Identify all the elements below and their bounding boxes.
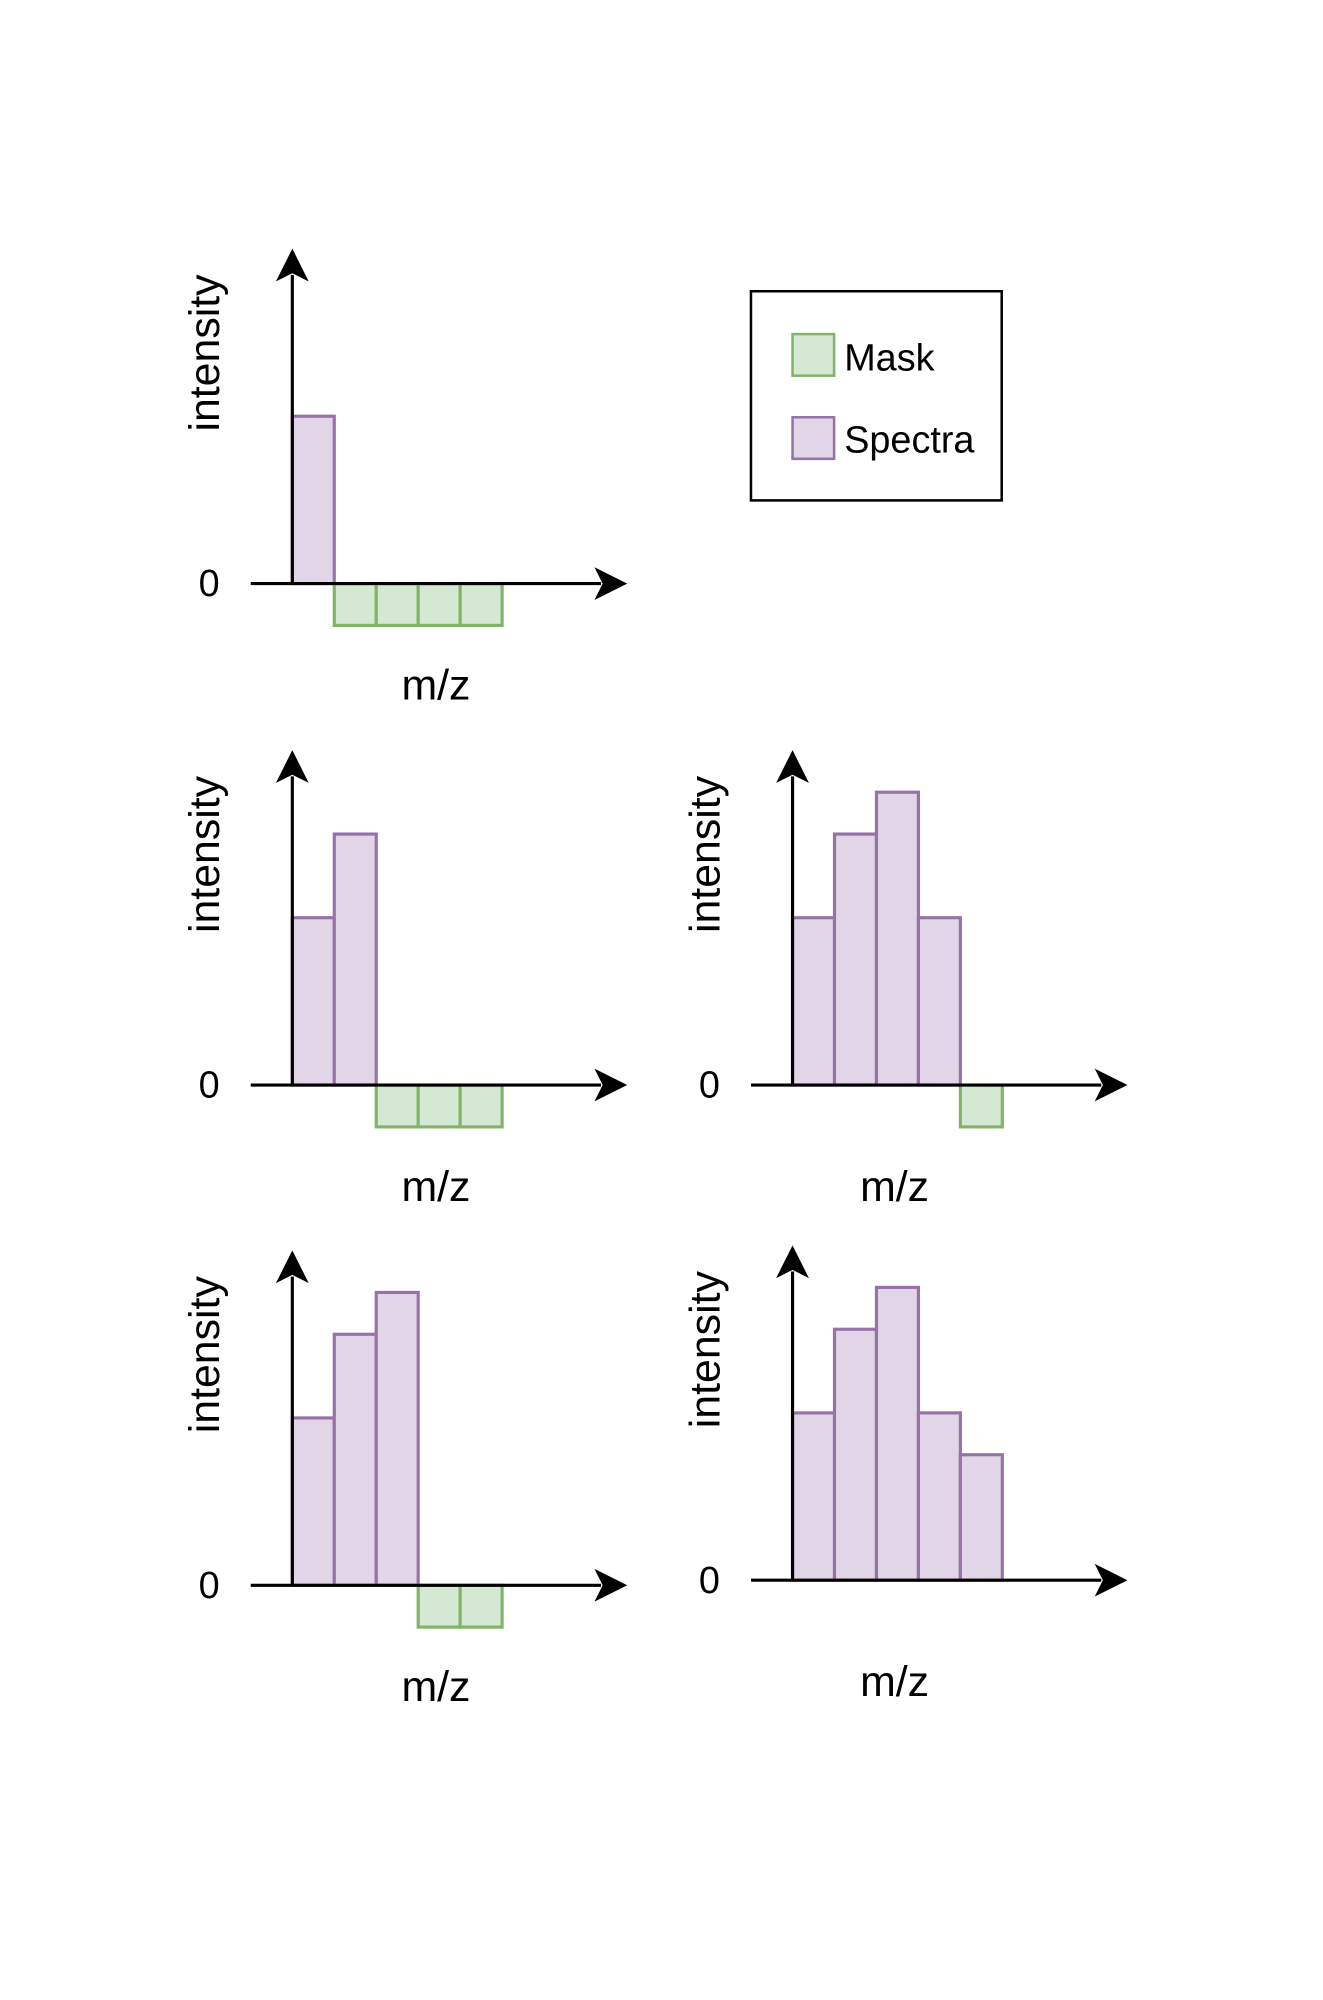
x-axis-label: m/z bbox=[401, 661, 470, 709]
spectra-bar bbox=[374, 1290, 420, 1587]
mask-bar bbox=[416, 1083, 462, 1129]
spectra-bar bbox=[332, 1332, 378, 1587]
spectra-bar bbox=[874, 790, 920, 1087]
spectra-bar bbox=[832, 1327, 879, 1582]
zero-label: 0 bbox=[199, 563, 220, 605]
mask-bar bbox=[458, 581, 504, 627]
mask-bar bbox=[458, 1083, 504, 1129]
legend-label-mask: Mask bbox=[844, 338, 934, 380]
spectra-bar bbox=[832, 832, 879, 1087]
y-axis-label: intensity bbox=[181, 274, 229, 432]
mask-bar bbox=[958, 1083, 1004, 1129]
panel-5: 0 m/z intensity bbox=[681, 1245, 1128, 1706]
legend: Mask Spectra bbox=[749, 289, 1003, 502]
spectra-bar bbox=[332, 832, 378, 1087]
spectra-bar bbox=[958, 1453, 1004, 1582]
spectra-bar bbox=[290, 916, 336, 1087]
panel-3: 0 m/z intensity bbox=[681, 750, 1128, 1211]
y-axis-label: intensity bbox=[681, 1271, 729, 1429]
x-axis-label: m/z bbox=[860, 1658, 929, 1706]
zero-label: 0 bbox=[699, 1065, 720, 1107]
panel-2: 0 m/z intensity bbox=[181, 750, 628, 1211]
mask-bar bbox=[374, 581, 420, 627]
legend-swatch-spectra bbox=[791, 415, 836, 461]
x-axis-label: m/z bbox=[401, 1163, 470, 1211]
legend-label-spectra: Spectra bbox=[844, 420, 975, 462]
mask-bar bbox=[416, 1583, 462, 1629]
spectra-bar bbox=[916, 1411, 962, 1582]
spectra-bar bbox=[916, 916, 962, 1087]
y-axis-label: intensity bbox=[181, 775, 229, 933]
panel-4: 0 m/z intensity bbox=[181, 1250, 628, 1711]
mask-bar bbox=[332, 581, 378, 627]
panel-1: 0 m/z intensity bbox=[181, 248, 628, 709]
zero-label: 0 bbox=[199, 1565, 220, 1607]
zero-label: 0 bbox=[699, 1560, 720, 1602]
mask-bar bbox=[416, 581, 462, 627]
spectra-bar bbox=[290, 1416, 336, 1587]
x-axis-label: m/z bbox=[401, 1663, 470, 1711]
spectra-bar bbox=[874, 1285, 920, 1582]
y-axis-label: intensity bbox=[681, 775, 729, 933]
mask-bar bbox=[458, 1583, 504, 1629]
spectra-bar bbox=[790, 1411, 837, 1582]
x-axis-label: m/z bbox=[860, 1163, 929, 1211]
y-axis-label: intensity bbox=[181, 1276, 229, 1434]
zero-label: 0 bbox=[199, 1065, 220, 1107]
mask-bar bbox=[374, 1083, 420, 1129]
spectra-bar bbox=[290, 414, 336, 586]
legend-frame bbox=[749, 289, 1003, 502]
spectra-bar bbox=[790, 916, 837, 1087]
legend-swatch-mask bbox=[791, 332, 836, 377]
